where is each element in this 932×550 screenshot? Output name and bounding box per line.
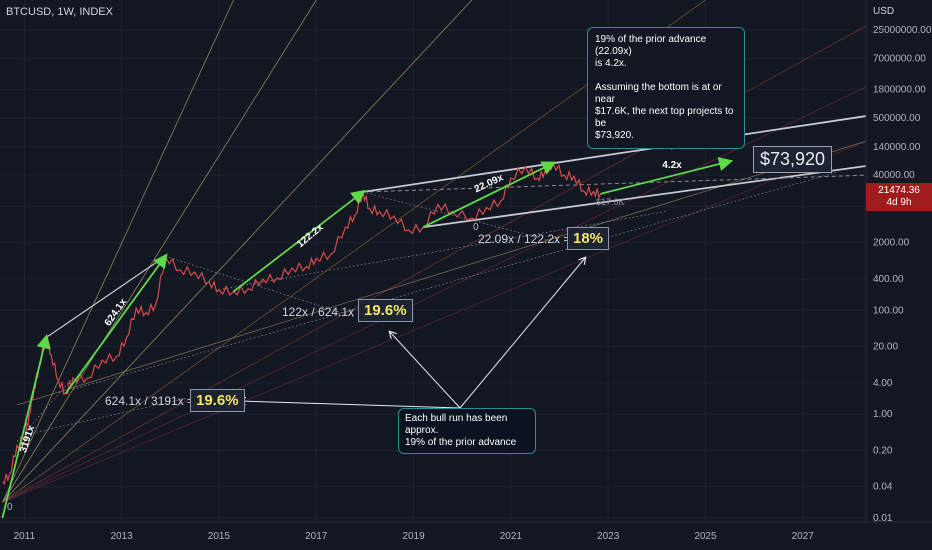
ratio-value-3: 18% [567,227,610,250]
y-tick-label: 0.20 [873,445,893,456]
multiplier-label: 122.2x [295,222,326,250]
bull-run-arrows [1,156,734,519]
y-tick-label: 140000.00 [873,142,921,153]
ratio-label-2: 122x / 624.1x = [282,305,365,319]
y-tick-label: 4.00 [873,378,893,389]
ratio-label-1: 624.1x / 3191x = [105,394,195,408]
multiplier-label: 3191x [18,424,37,454]
y-tick-label: 500000.00 [873,113,921,124]
price-series-line [1,161,602,486]
current-price-badge: 21474.36 4d 9h [866,183,932,211]
zero-label-2: 0 [473,222,479,233]
multiplier-label: 4.2x [662,160,682,171]
fan-line [2,0,234,503]
y-tick-label: 0.04 [873,482,893,493]
zero-label-1: 0 [7,502,13,513]
y-tick-label: 25000000.00 [873,25,932,36]
current-price: 21474.36 [878,185,920,196]
fan-line [2,140,867,503]
summary-note: Each bull run has been approx. 19% of th… [398,408,536,454]
x-tick-label: 2019 [402,531,425,542]
pointer-line [459,258,585,409]
x-tick-label: 2021 [500,531,523,542]
y-tick-label: 40000.00 [873,170,915,181]
annotation-pointers [240,116,673,409]
lower-channel-line [423,165,867,228]
y-tick-label: 1.00 [873,409,893,420]
ratio-label-3: 22.09x / 122.2x = [478,232,571,246]
upper-channel-line [362,115,867,193]
bull-run-arrow [422,161,557,228]
projection-note: 19% of the prior advance (22.09x) is 4.2… [587,27,745,149]
currency-label: USD [873,6,895,17]
x-tick-label: 2013 [111,531,134,542]
y-tick-label: 2000.00 [873,238,910,249]
x-tick-label: 2023 [597,531,620,542]
x-tick-label: 2025 [694,531,717,542]
bull-run-arrow [64,253,168,395]
bull-run-arrow [232,189,366,293]
dotted-guide [165,255,356,318]
y-tick-label: 1800000.00 [873,84,926,95]
bar-countdown: 4d 9h [886,197,912,208]
fan-line [2,0,473,503]
bull-run-arrow [1,333,51,519]
symbol-label[interactable]: BTCUSD, 1W, INDEX [6,6,113,18]
y-tick-label: 20.00 [873,342,898,353]
bull-run-arrow [600,156,734,195]
bottom-price-label: $17.6K [596,197,625,207]
y-tick-label: 7000000.00 [873,54,926,65]
dotted-guides [16,172,837,442]
fan-line [2,86,867,503]
x-tick-label: 2011 [14,531,36,542]
y-tick-label: 100.00 [873,305,904,316]
pointer-line [390,332,461,409]
early-channel-line [45,255,166,338]
dotted-guide [72,172,837,390]
target-price-box: $73,920 [753,146,833,173]
x-tick-label: 2017 [305,531,328,542]
ratio-value-2: 19.6% [358,299,413,322]
price-axis-bg [866,0,932,550]
y-tick-label: 0.01 [873,513,893,524]
x-tick-label: 2027 [792,531,815,542]
ratio-value-1: 19.6% [190,389,245,412]
pointer-line [240,401,461,409]
channel-lines [45,115,867,338]
x-tick-label: 2015 [208,531,231,542]
y-tick-label: 400.00 [873,274,904,285]
fan-line [2,0,317,503]
